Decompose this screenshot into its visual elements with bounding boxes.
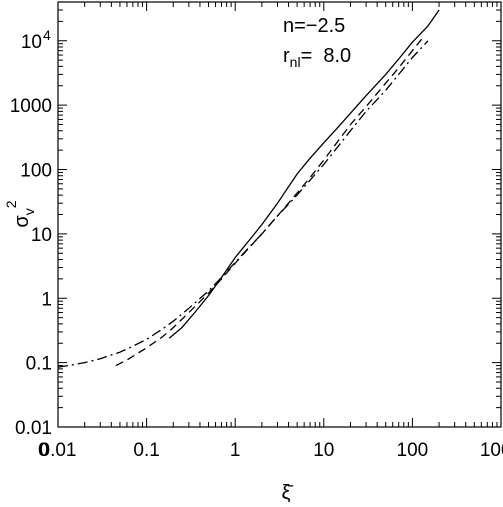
- x-tick-label: 1000: [480, 440, 503, 461]
- series-line-solid: [168, 9, 440, 339]
- y-axis-label: σv2: [3, 200, 37, 227]
- y-tick-label: 1: [41, 289, 52, 310]
- y-axis-label-main: σ: [11, 215, 33, 228]
- y-tick-label: 0.1: [26, 354, 52, 375]
- x-tick-label: 0.01: [40, 440, 77, 461]
- svg-text:σv2: σv2: [3, 200, 37, 227]
- series-lines: [57, 9, 440, 368]
- origin-label: 0: [38, 440, 49, 461]
- y-tick-label-exponent: 4: [43, 27, 51, 43]
- x-tick-label: 1: [230, 440, 241, 461]
- axis-ticks: [57, 1, 501, 428]
- y-tick-label: 0.01: [15, 418, 52, 439]
- y-tick-label: 10: [21, 32, 42, 53]
- y-axis-label-sub: v: [21, 208, 37, 215]
- annotation-rnl-rest: = 8.0: [301, 45, 352, 67]
- y-tick-label: 100: [20, 161, 52, 182]
- annotation-rnl: rnl= 8.0: [283, 45, 351, 70]
- x-tick-label: 100: [397, 440, 429, 461]
- annotation-rnl-sub: nl: [290, 54, 301, 70]
- y-axis-label-sup: 2: [3, 200, 19, 208]
- x-tick-label: 10: [313, 440, 334, 461]
- series-line-dashed: [115, 37, 424, 367]
- x-tick-label: 0.1: [133, 440, 159, 461]
- y-tick-label: 10: [31, 225, 52, 246]
- series-line-dashdot: [57, 40, 429, 368]
- x-axis-label: ξ̄: [282, 482, 294, 504]
- annotation-n: n=−2.5: [283, 15, 345, 37]
- y-tick-label: 1000: [10, 96, 52, 117]
- annotation-rnl-main: r: [283, 45, 290, 67]
